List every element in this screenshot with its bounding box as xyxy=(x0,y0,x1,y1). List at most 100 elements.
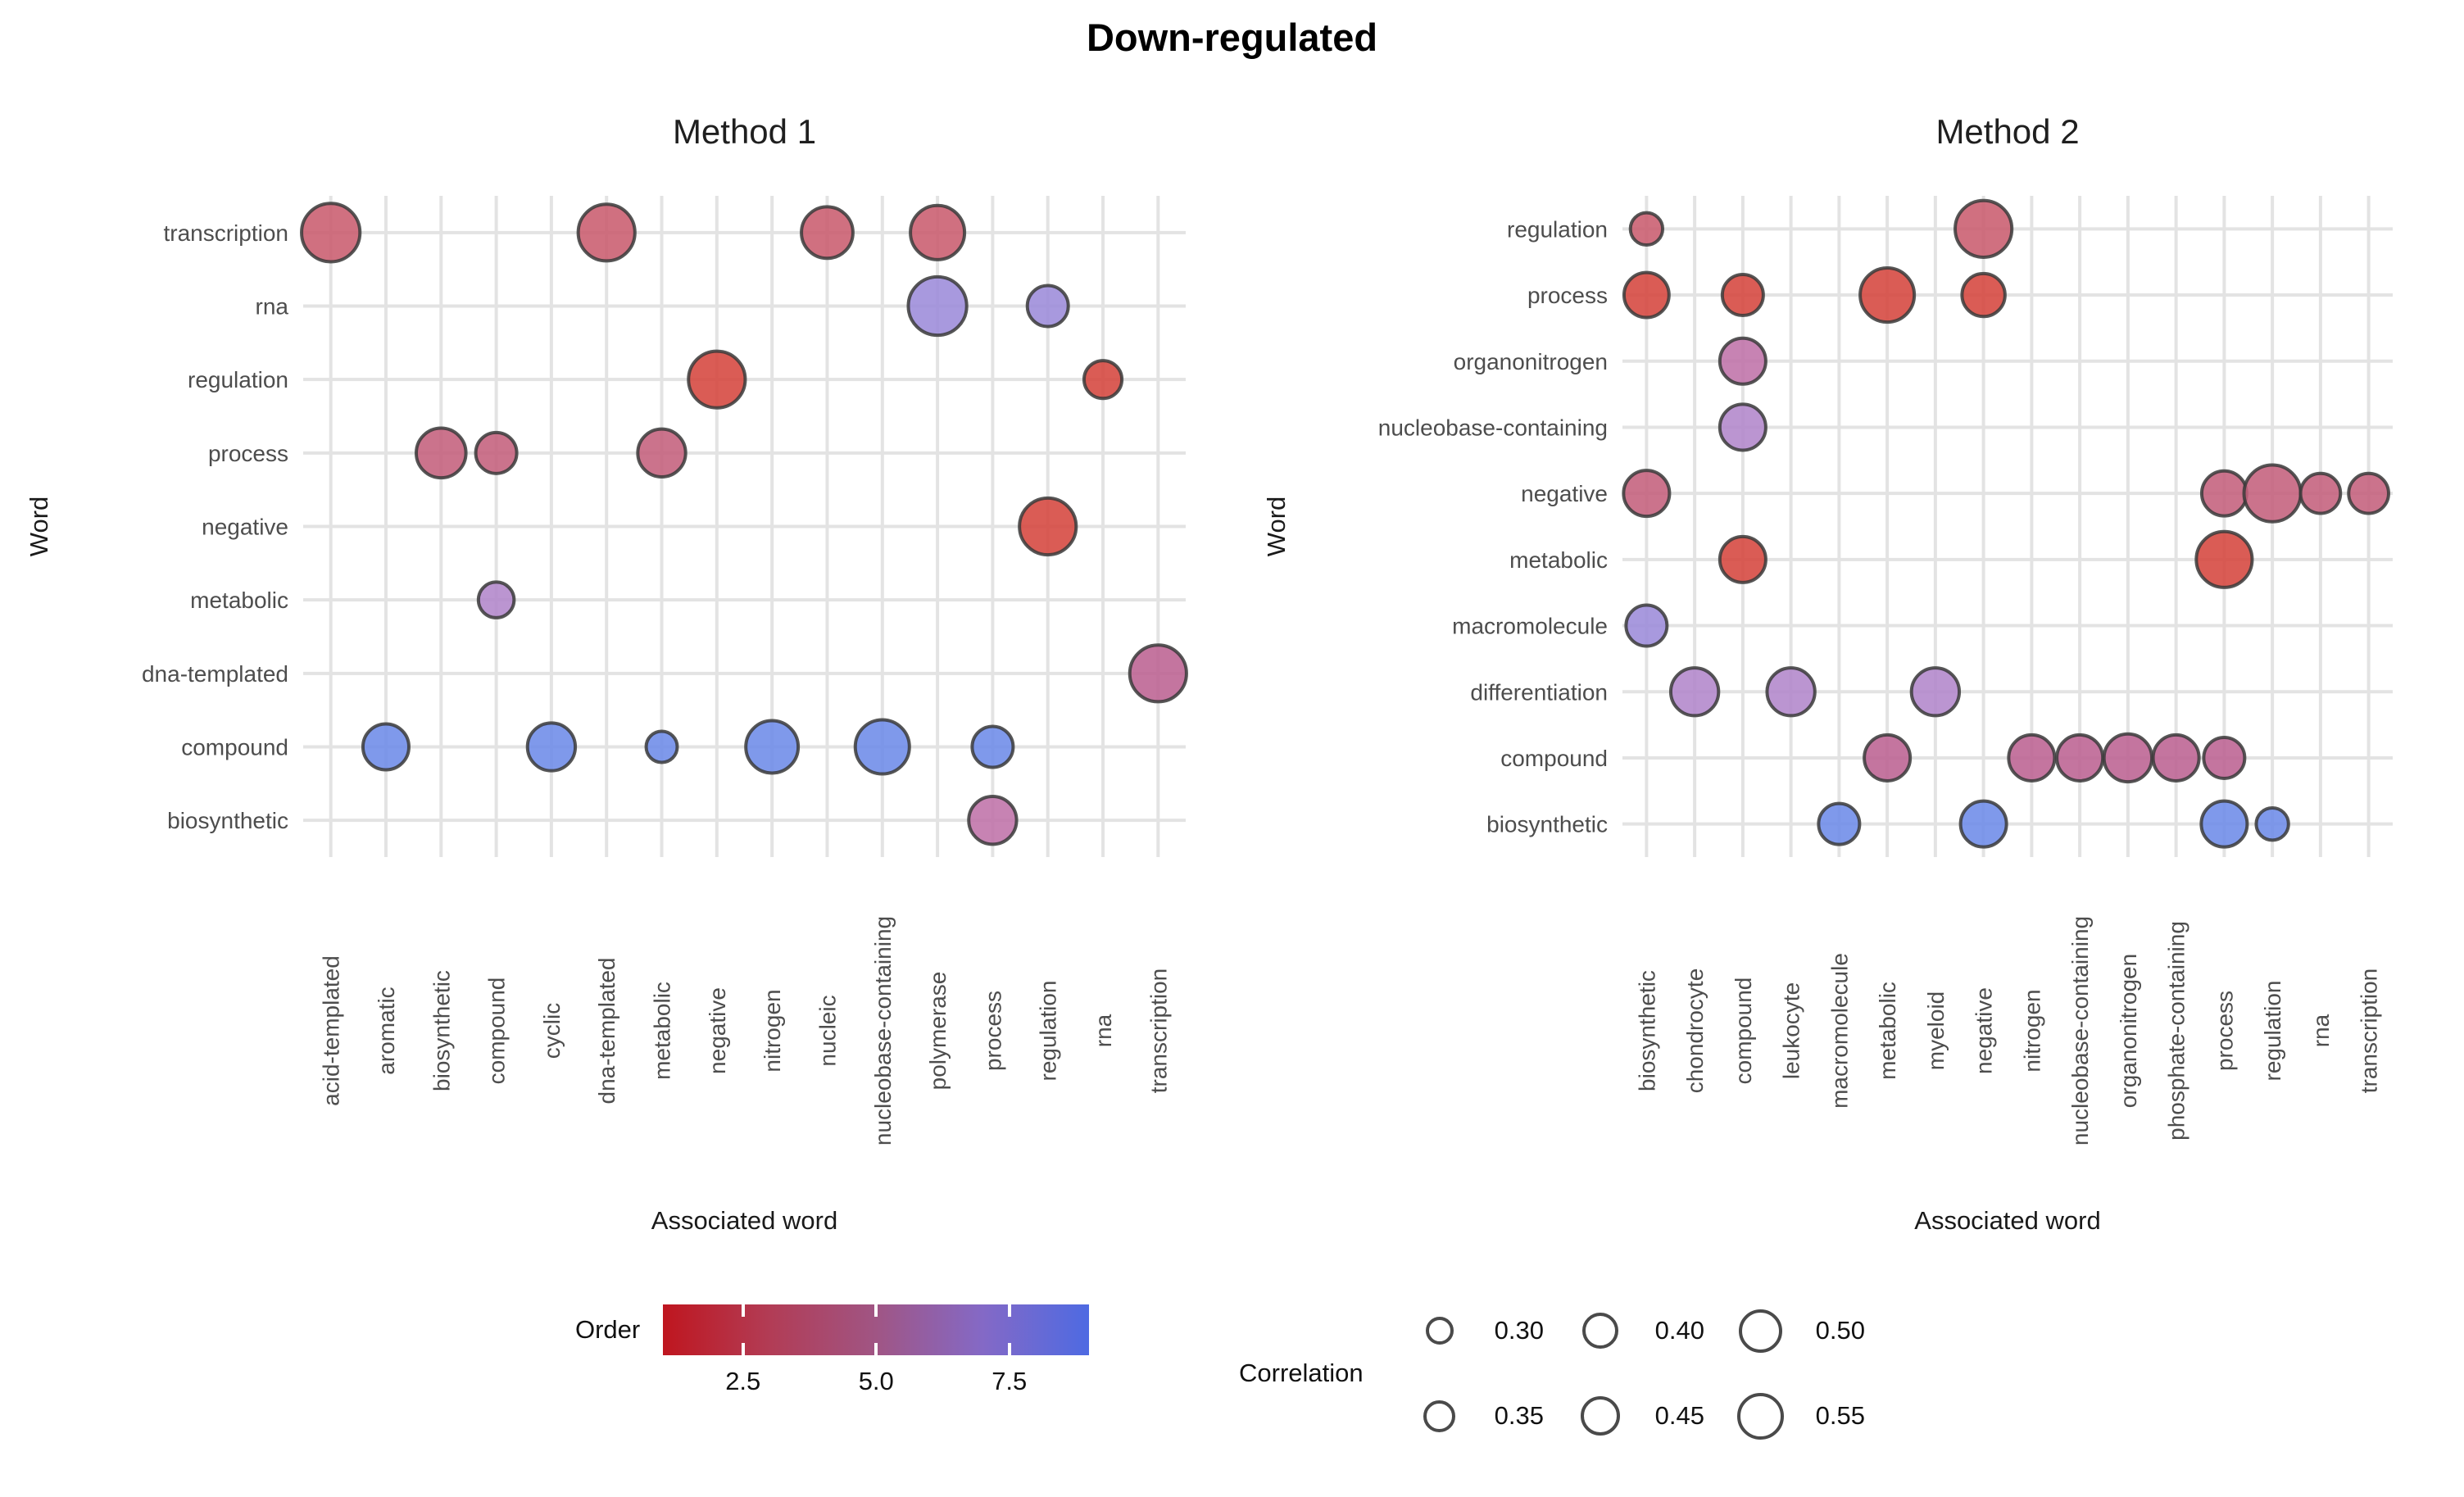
x-tick-label: chondrocyte xyxy=(1682,969,1708,1094)
x-tick-label: rna xyxy=(2308,1014,2334,1047)
y-axis-labels: transcription rna regulation process negativ… xyxy=(142,220,288,833)
bubble-compound-nucleobase-containing xyxy=(2055,733,2105,783)
y-tick-label: metabolic xyxy=(190,587,288,613)
bubble-compound-process xyxy=(2202,735,2247,780)
y-tick-label: dna-templated xyxy=(142,661,288,687)
bubble-compound-process xyxy=(970,724,1015,769)
x-tick-label: biosynthetic xyxy=(1634,970,1659,1091)
bubbles xyxy=(1622,198,2390,849)
correlation-key-circle-wrap xyxy=(1404,1317,1475,1345)
bubble-biosynthetic-macromolecule xyxy=(1817,801,1862,846)
x-tick-label: metabolic xyxy=(1875,982,1900,1080)
x-axis-title: Associated word xyxy=(1914,1206,2100,1235)
x-tick-label: compound xyxy=(1731,978,1756,1085)
correlation-legend-column: 0.40 0.45 xyxy=(1565,1288,1726,1458)
order-colorbar-tick xyxy=(1007,1304,1011,1317)
correlation-key-circle xyxy=(1580,1396,1620,1436)
order-colorbar: 2.5 5.0 7.5 xyxy=(663,1304,1090,1395)
x-tick-label: regulation xyxy=(2260,981,2285,1082)
bubble-transcription-nucleic xyxy=(800,205,855,261)
x-tick-label: acid-templated xyxy=(319,955,344,1106)
x-tick-label: transcription xyxy=(2357,969,2382,1094)
correlation-key-circle xyxy=(1425,1317,1454,1345)
bubble-compound-aromatic xyxy=(361,722,411,772)
y-axis-title: Word xyxy=(1262,497,1291,557)
x-tick-label: metabolic xyxy=(650,982,675,1080)
x-tick-label: nucleobase-containing xyxy=(2067,916,2093,1145)
bubble-compound-cyclic xyxy=(525,721,578,773)
x-tick-label: process xyxy=(2212,991,2237,1071)
bubble-regulation-rna xyxy=(1082,359,1124,401)
bubble-organonitrogen-compound xyxy=(1718,336,1767,386)
correlation-key-value: 0.30 xyxy=(1494,1316,1544,1345)
bubble-compound-nucleobase-containing xyxy=(853,718,911,776)
bubbles xyxy=(300,202,1188,846)
x-axis-labels: biosynthetic chondrocyte compound leukocyte… xyxy=(1634,916,2381,1145)
bubble-negative-biosynthetic xyxy=(1622,469,1672,519)
bubble-rna-polymerase xyxy=(906,274,969,338)
order-tick-label: 5.0 xyxy=(858,1367,894,1395)
x-tick-label: organonitrogen xyxy=(2116,954,2141,1108)
correlation-key-circle xyxy=(1581,1313,1618,1349)
y-tick-label: negative xyxy=(202,515,288,540)
correlation-legend-column: 0.50 0.55 xyxy=(1726,1288,1886,1458)
bubble-compound-nitrogen xyxy=(2007,733,2057,783)
bubble-compound-nitrogen xyxy=(744,719,801,775)
bubble-regulation-negative xyxy=(687,349,747,410)
y-tick-label: transcription xyxy=(163,220,288,246)
correlation-key-value: 0.45 xyxy=(1654,1401,1704,1430)
y-tick-label: metabolic xyxy=(1509,547,1608,573)
bubble-compound-phosphate-containing xyxy=(2151,733,2201,783)
correlation-key-value: 0.35 xyxy=(1494,1401,1544,1430)
y-tick-label: compound xyxy=(1500,746,1608,771)
bubble-process-biosynthetic xyxy=(1622,270,1671,320)
order-color-legend: Order 2.5 5.0 7.5 xyxy=(575,1304,1090,1395)
y-tick-label: compound xyxy=(181,735,288,760)
bubble-biosynthetic-negative xyxy=(1958,799,2008,849)
order-legend-label: Order xyxy=(575,1315,641,1344)
bubble-negative-process xyxy=(2199,469,2248,518)
x-tick-label: process xyxy=(980,991,1005,1071)
correlation-key-circle-wrap xyxy=(1565,1313,1636,1349)
correlation-legend-item: 0.35 xyxy=(1404,1373,1565,1458)
correlation-legend-item: 0.50 xyxy=(1726,1288,1886,1373)
panel-method-1: transcription rna regulation process negativ… xyxy=(25,112,1188,1235)
bubble-macromolecule-biosynthetic xyxy=(1624,603,1669,648)
bubble-process-compound xyxy=(1720,273,1765,318)
y-tick-label: differentiation xyxy=(1470,679,1608,705)
x-tick-label: nitrogen xyxy=(760,989,785,1072)
correlation-key-circle-wrap xyxy=(1726,1309,1796,1353)
order-tick-label: 7.5 xyxy=(991,1367,1028,1395)
bubble-dna-templated-transcription xyxy=(1128,643,1188,704)
bubble-negative-regulation xyxy=(1018,496,1078,557)
correlation-key-value: 0.50 xyxy=(1815,1316,1865,1345)
figure-title: Down-regulated xyxy=(1086,16,1378,59)
bubble-differentiation-leukocyte xyxy=(1765,666,1817,718)
bubble-transcription-polymerase xyxy=(909,203,967,261)
x-tick-label: dna-templated xyxy=(594,957,619,1104)
order-colorbar-tick xyxy=(874,1304,878,1317)
x-tick-label: transcription xyxy=(1146,969,1171,1094)
bubble-compound-metabolic xyxy=(644,729,679,764)
correlation-key-circle xyxy=(1737,1392,1785,1440)
bubble-negative-rna xyxy=(2298,471,2343,515)
bubble-transcription-acid-templated xyxy=(300,202,362,264)
y-tick-label: biosynthetic xyxy=(1486,812,1608,837)
x-tick-label: polymerase xyxy=(925,972,951,1091)
correlation-key-circle-wrap xyxy=(1404,1399,1475,1432)
x-tick-label: negative xyxy=(705,987,730,1074)
y-tick-label: organonitrogen xyxy=(1454,349,1608,374)
order-colorbar-tick xyxy=(874,1343,878,1355)
bubble-regulation-biosynthetic xyxy=(1628,211,1665,247)
x-tick-label: rna xyxy=(1091,1014,1116,1047)
bubble-negative-transcription xyxy=(2347,471,2390,515)
y-tick-label: negative xyxy=(1521,481,1608,506)
bubble-compound-metabolic xyxy=(1863,733,1913,783)
y-tick-label: process xyxy=(1527,283,1608,308)
x-tick-label: nucleic xyxy=(815,995,840,1066)
x-tick-label: regulation xyxy=(1036,981,1061,1082)
bubble-metabolic-compound xyxy=(1718,534,1767,584)
bubble-metabolic-compound xyxy=(476,580,516,619)
